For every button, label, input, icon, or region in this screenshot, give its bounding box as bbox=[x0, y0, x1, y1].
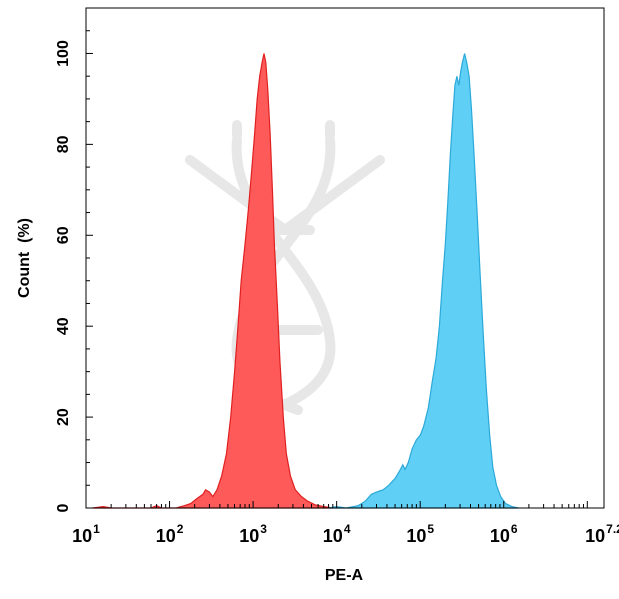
labels-layer: 101 102 103 104 105 106 107.2 0 20 40 60 80 100 PE-A C… bbox=[16, 40, 619, 584]
y-tick-label: 100 bbox=[55, 40, 72, 67]
y-tick-label: 40 bbox=[55, 317, 72, 335]
y-tick-label: 0 bbox=[55, 503, 72, 512]
x-tick-label: 107.2 bbox=[585, 522, 619, 546]
series-area-2 bbox=[328, 53, 519, 509]
y-tick-label: 80 bbox=[55, 135, 72, 153]
y-tick-label: 60 bbox=[55, 226, 72, 244]
x-tick-label: 106 bbox=[490, 522, 518, 546]
y-axis-title: Count (%) bbox=[16, 218, 33, 298]
y-tick-label: 20 bbox=[55, 408, 72, 426]
series-area-1 bbox=[92, 53, 333, 509]
x-tick-label: 101 bbox=[72, 522, 100, 546]
plot-frame bbox=[85, 7, 605, 509]
x-tick-label: 104 bbox=[323, 522, 351, 546]
x-axis-title: PE-A bbox=[325, 567, 364, 584]
x-tick-label: 105 bbox=[406, 522, 434, 546]
x-tick-label: 103 bbox=[239, 522, 267, 546]
axes-layer bbox=[85, 7, 605, 509]
x-tick-label: 102 bbox=[156, 522, 184, 546]
dna-watermark-icon bbox=[185, 120, 385, 415]
series-layer bbox=[92, 53, 519, 509]
